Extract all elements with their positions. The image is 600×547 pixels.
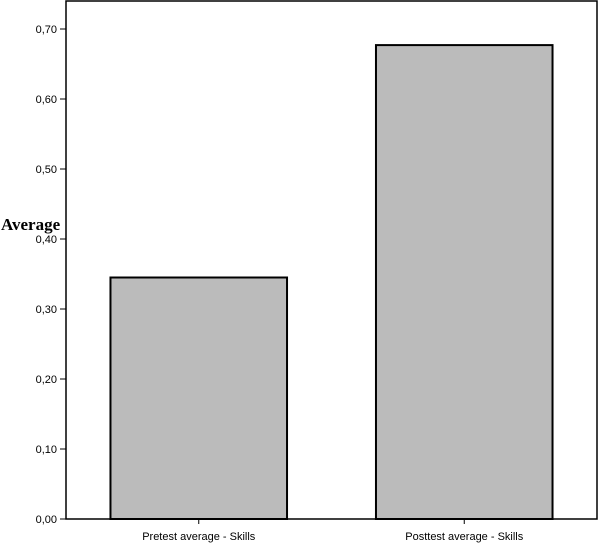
y-tick-label: 0,10 <box>36 444 57 456</box>
y-axis-title: Average <box>1 215 61 234</box>
y-tick-label: 0,00 <box>36 514 57 526</box>
bars <box>109 44 554 520</box>
bar <box>109 276 289 520</box>
x-category-label: Pretest average - Skills <box>142 531 256 543</box>
y-axis-ticks: 0,00 0,10 0,20 0,30 0,40 0,50 0,60 0,70 <box>36 24 66 526</box>
x-category-label: Posttest average - Skills <box>405 531 523 543</box>
bar <box>374 44 554 520</box>
y-tick-label: 0,70 <box>36 24 57 36</box>
y-tick-label: 0,50 <box>36 164 57 176</box>
x-axis-labels: Pretest average - Skills Posttest average… <box>142 519 524 543</box>
y-tick-label: 0,40 <box>36 234 57 246</box>
y-tick-label: 0,60 <box>36 94 57 106</box>
y-tick-label: 0,30 <box>36 304 57 316</box>
y-tick-label: 0,20 <box>36 374 57 386</box>
